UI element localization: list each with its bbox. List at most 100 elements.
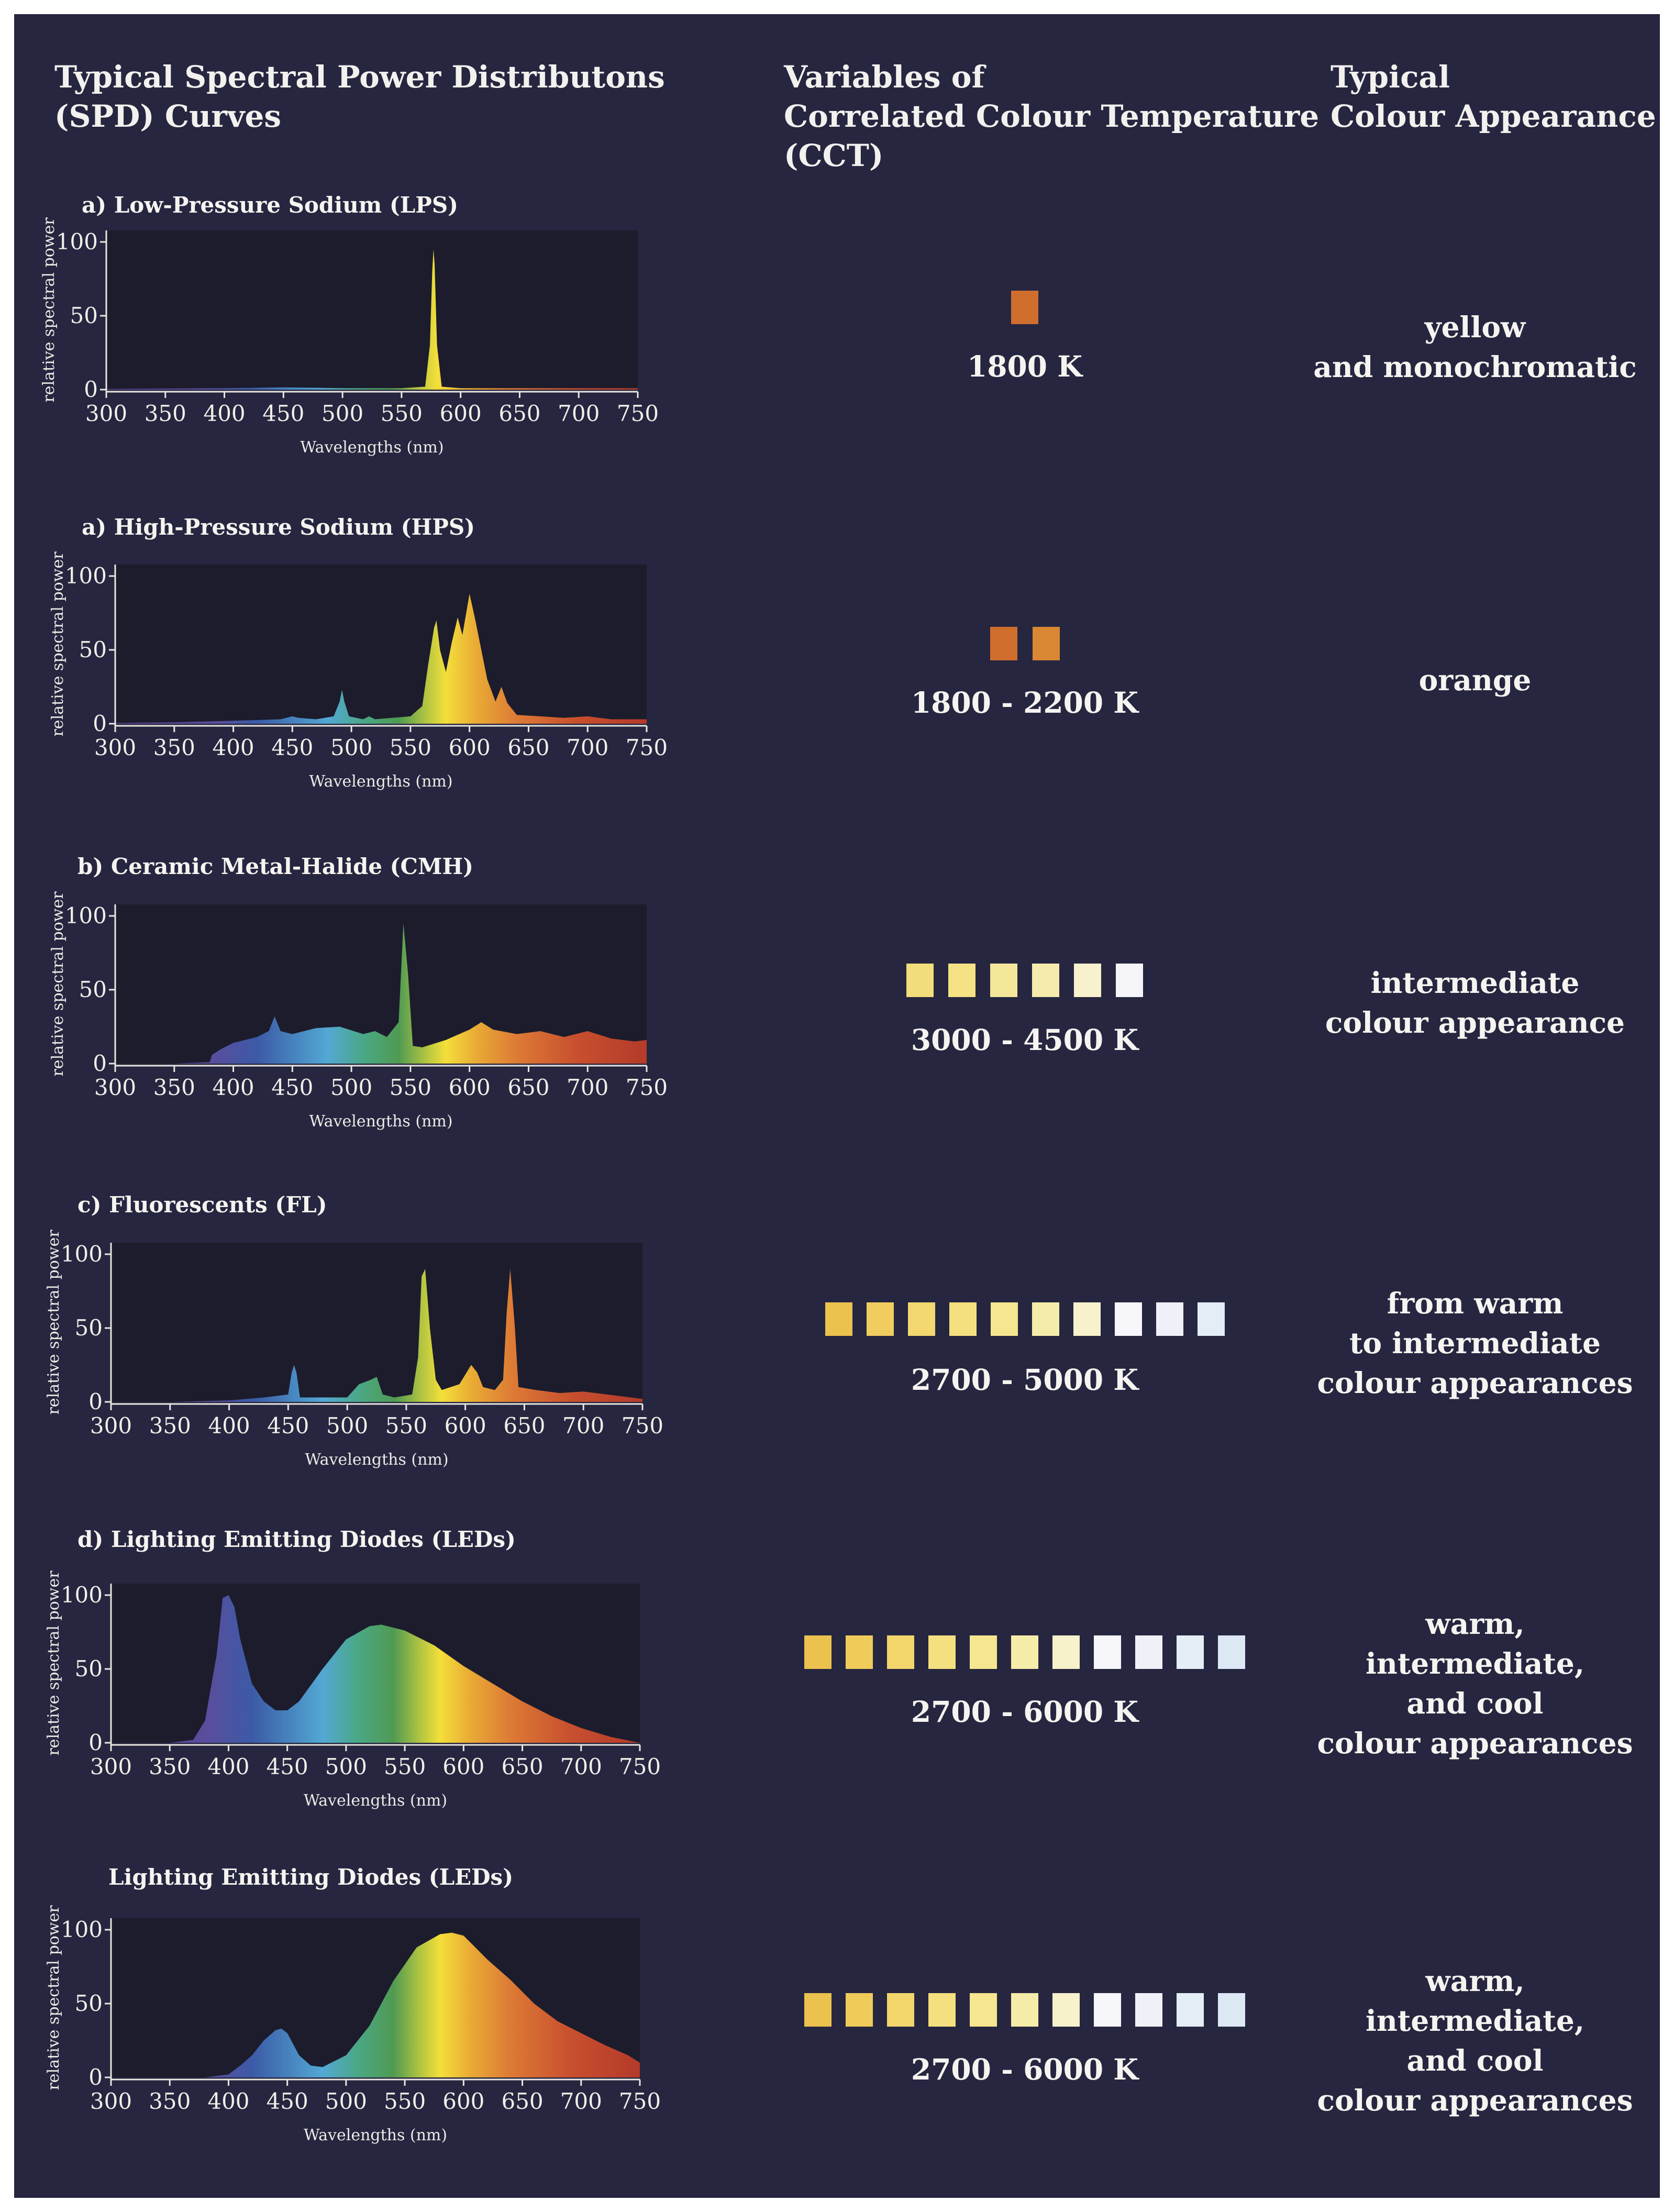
x-axis-label: Wavelengths (nm) (309, 772, 452, 791)
y-axis-label: relative spectral power (45, 1905, 63, 2091)
colour-swatch (1197, 1302, 1225, 1336)
colour-swatch (1052, 1635, 1080, 1669)
x-tick-label: 450 (271, 1075, 313, 1100)
colour-swatch (1218, 1993, 1245, 2027)
colour-swatch (907, 1302, 935, 1336)
x-tick-label: 450 (262, 401, 304, 426)
chart-title: b) Ceramic Metal-Halide (CMH) (77, 854, 474, 879)
colour-swatch (928, 1993, 956, 2027)
y-axis-label: relative spectral power (45, 1230, 63, 1415)
spd-chart: 300 350 400 450 500 550 600 650 700 750 0 50 100 Wave… (45, 1905, 661, 2144)
chart-title: d) Lighting Emitting Diodes (LEDs) (77, 1527, 516, 1552)
chart-title: Lighting Emitting Diodes (LEDs) (108, 1864, 514, 1890)
x-tick-label: 400 (207, 2088, 249, 2114)
y-axis-label: relative spectral power (40, 217, 58, 403)
x-tick-label: 600 (440, 401, 482, 426)
colour-swatch (948, 964, 975, 997)
colour-swatch (825, 1302, 852, 1336)
x-tick-label: 450 (267, 1413, 309, 1439)
x-tick-label: 700 (562, 1413, 604, 1439)
colour-appearance: warm, intermediate, and cool colour appe… (1317, 1964, 1633, 2117)
cct-label: 1800 K (967, 349, 1083, 383)
y-tick-label: 0 (88, 1730, 103, 1755)
x-tick-label: 300 (90, 2088, 132, 2114)
y-axis-label: relative spectral power (49, 551, 67, 737)
colour-swatch (970, 1993, 997, 2027)
colour-swatch (1011, 1993, 1038, 2027)
x-tick-label: 450 (271, 735, 313, 760)
y-tick-label: 100 (61, 1917, 103, 1942)
y-tick-label: 50 (79, 637, 107, 662)
colour-swatch (846, 1635, 873, 1669)
colour-appearance: yellow and monochromatic (1313, 310, 1637, 384)
x-tick-label: 700 (567, 1075, 608, 1100)
x-tick-label: 500 (325, 1754, 367, 1779)
x-tick-label: 550 (384, 2088, 426, 2114)
colour-swatch (1177, 1635, 1204, 1669)
y-tick-label: 0 (88, 1389, 103, 1414)
colour-swatch (990, 627, 1017, 660)
colour-swatch (1094, 1635, 1121, 1669)
colour-swatch (887, 1993, 914, 2027)
x-tick-label: 300 (90, 1754, 132, 1779)
cct-label: 2700 - 5000 K (911, 1363, 1139, 1397)
colour-appearance: warm, intermediate, and cool colour appe… (1317, 1607, 1633, 1760)
colour-appearance: intermediate colour appearance (1325, 966, 1625, 1039)
y-tick-label: 0 (93, 711, 107, 736)
x-tick-label: 600 (442, 1754, 484, 1779)
x-tick-label: 500 (330, 1075, 372, 1100)
colour-swatch (846, 1993, 873, 2027)
x-tick-label: 550 (384, 1754, 426, 1779)
x-tick-label: 450 (267, 2088, 308, 2114)
x-tick-label: 700 (567, 735, 608, 760)
spd-chart: 300 350 400 450 500 550 600 650 700 750 0 50 100 Wave… (45, 1570, 661, 1810)
x-tick-label: 750 (619, 1754, 661, 1779)
x-tick-label: 700 (558, 401, 600, 426)
y-tick-label: 0 (88, 2064, 103, 2090)
colour-swatch (1218, 1635, 1245, 1669)
chart-title: a) Low-Pressure Sodium (LPS) (82, 192, 459, 218)
y-tick-label: 50 (70, 303, 98, 328)
x-axis-label: Wavelengths (nm) (304, 1791, 447, 1810)
colour-swatch (1073, 1302, 1101, 1336)
colour-swatch (1011, 1635, 1038, 1669)
x-tick-label: 300 (90, 1413, 132, 1439)
x-tick-label: 450 (267, 1754, 308, 1779)
y-tick-label: 100 (65, 903, 107, 928)
y-tick-label: 100 (61, 1582, 103, 1608)
x-tick-label: 650 (503, 1413, 545, 1439)
colour-swatch (1032, 627, 1060, 660)
x-tick-label: 400 (207, 1754, 249, 1779)
y-axis-label: relative spectral power (49, 891, 67, 1077)
x-tick-label: 550 (385, 1413, 427, 1439)
x-tick-label: 650 (498, 401, 540, 426)
y-tick-label: 100 (56, 229, 98, 255)
y-tick-label: 50 (79, 977, 107, 1002)
colour-swatch (1032, 1302, 1059, 1336)
x-tick-label: 500 (326, 1413, 368, 1439)
header-spd: Typical Spectral Power Distributons (SPD… (54, 59, 665, 134)
x-axis-label: Wavelengths (nm) (309, 1112, 452, 1131)
y-tick-label: 0 (84, 377, 98, 402)
x-tick-label: 300 (94, 1075, 136, 1100)
x-tick-label: 350 (149, 2088, 191, 2114)
x-tick-label: 700 (560, 2088, 602, 2114)
colour-swatch (1011, 291, 1038, 324)
x-tick-label: 300 (94, 735, 136, 760)
x-tick-label: 650 (507, 735, 549, 760)
colour-swatch (804, 1635, 832, 1669)
spd-area (111, 1932, 640, 2077)
colour-swatch (1052, 1993, 1080, 2027)
x-tick-label: 600 (449, 1075, 491, 1100)
x-tick-label: 550 (381, 401, 423, 426)
colour-swatch (1156, 1302, 1183, 1336)
colour-appearance: orange (1418, 663, 1532, 697)
spd-chart: 300 350 400 450 500 550 600 650 700 750 0 50 100 Wave… (45, 1230, 663, 1469)
y-axis-label: relative spectral power (45, 1570, 63, 1756)
x-tick-label: 350 (149, 1413, 191, 1439)
x-tick-label: 750 (617, 401, 659, 426)
spd-area (111, 1269, 642, 1402)
x-tick-label: 400 (212, 735, 254, 760)
x-tick-label: 750 (626, 1075, 668, 1100)
x-tick-label: 650 (501, 1754, 543, 1779)
